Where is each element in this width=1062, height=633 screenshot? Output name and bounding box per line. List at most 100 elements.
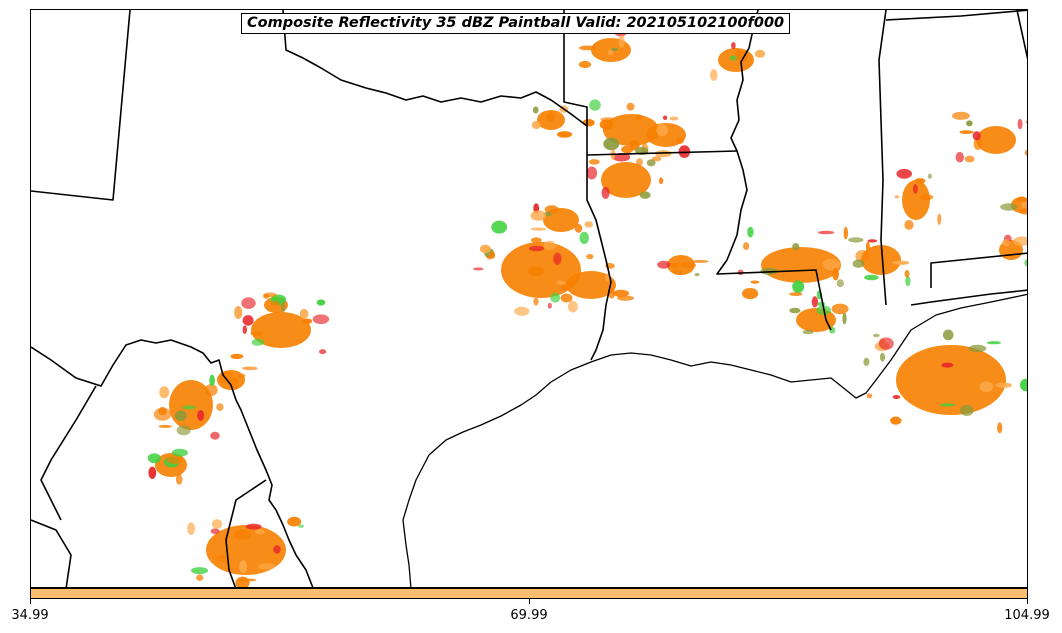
map-panel[interactable]: [30, 9, 1028, 588]
reflectivity-speck: [567, 300, 579, 313]
reflectivity-speck: [656, 124, 668, 137]
map-title: Composite Reflectivity 35 dBZ Paintball …: [241, 13, 791, 34]
reflectivity-speck: [789, 292, 803, 296]
reflectivity-speck: [578, 45, 597, 51]
reflectivity-speck: [811, 296, 819, 308]
boundary-line: [930, 252, 1027, 288]
reflectivity-speck: [273, 545, 281, 554]
boundary-line: [225, 479, 267, 587]
reflectivity-speck: [489, 251, 496, 259]
reflectivity-speck: [578, 60, 592, 69]
reflectivity-speck: [531, 120, 541, 130]
reflectivity-speck: [919, 194, 934, 201]
reflectivity-speck: [608, 288, 616, 299]
reflectivity-speck: [299, 308, 309, 319]
reflectivity-speck: [556, 131, 573, 138]
reflectivity-speck: [550, 292, 561, 303]
reflectivity-speck: [1021, 201, 1027, 209]
reflectivity-speck: [1000, 203, 1018, 211]
reflectivity-speck: [233, 529, 252, 540]
reflectivity-speck: [239, 560, 248, 574]
reflectivity-speck: [676, 137, 684, 144]
reflectivity-speck: [966, 120, 973, 127]
reflectivity-speck: [238, 578, 257, 582]
reflectivity-speck: [832, 267, 839, 281]
reflectivity-speck: [731, 42, 736, 50]
colorbar: [30, 588, 1028, 599]
reflectivity-speck: [215, 554, 228, 563]
reflectivity-cell: [902, 180, 930, 220]
reflectivity-speck: [662, 115, 668, 121]
reflectivity-cell: [566, 271, 616, 299]
reflectivity-speck: [473, 267, 484, 271]
colorbar-tick-label-min: 34.99: [11, 608, 49, 623]
reflectivity-speck: [210, 431, 220, 440]
reflectivity-speck: [892, 260, 910, 265]
reflectivity-speck: [1024, 149, 1027, 157]
reflectivity-speck: [196, 574, 204, 581]
reflectivity-speck: [235, 576, 250, 587]
reflectivity-speck: [651, 156, 662, 162]
reflectivity-speck: [599, 119, 614, 130]
reflectivity-speck: [1017, 118, 1023, 130]
reflectivity-speck: [245, 523, 262, 530]
reflectivity-speck: [742, 288, 759, 300]
reflectivity-speck: [589, 99, 601, 111]
reflectivity-speck: [955, 151, 964, 163]
reflectivity-speck: [586, 253, 594, 260]
reflectivity-speck: [817, 230, 835, 235]
reflectivity-speck: [636, 158, 643, 167]
gulf-coastline: [402, 293, 1027, 587]
reflectivity-speck: [842, 312, 847, 325]
reflectivity-speck: [843, 226, 848, 240]
reflectivity-speck: [166, 455, 183, 464]
colorbar-tick: [30, 599, 31, 604]
reflectivity-speck: [287, 516, 302, 527]
reflectivity-speck: [209, 374, 215, 386]
state-boundaries: [31, 10, 1027, 587]
reflectivity-speck: [560, 293, 573, 303]
reflectivity-speck: [792, 243, 800, 251]
reflectivity-speck: [607, 49, 614, 55]
boundary-line: [1016, 10, 1027, 60]
reflectivity-speck: [298, 524, 304, 528]
reflectivity-speck: [533, 297, 539, 306]
boundary-line: [885, 10, 1027, 21]
reflectivity-speck: [263, 292, 277, 298]
reflectivity-speck: [914, 178, 926, 184]
reflectivity-cell: [646, 123, 686, 147]
reflectivity-speck: [658, 177, 664, 185]
reflectivity-speck: [864, 274, 879, 281]
reflectivity-speck: [159, 386, 170, 399]
reflectivity-cell: [603, 114, 659, 146]
reflectivity-speck: [546, 112, 556, 122]
reflectivity-speck: [148, 466, 157, 479]
reflectivity-speck: [747, 226, 754, 238]
colorbar-tick: [529, 599, 530, 604]
reflectivity-speck: [171, 448, 188, 457]
reflectivity-speck: [241, 297, 256, 309]
reflectivity-speck: [529, 245, 545, 252]
reflectivity-speck: [973, 137, 982, 150]
reflectivity-speck: [547, 302, 552, 309]
reflectivity-speck: [848, 237, 864, 243]
coastline: [402, 293, 1027, 587]
reflectivity-speck: [979, 381, 994, 393]
reflectivity-speck: [197, 410, 205, 421]
reflectivity-speck: [158, 424, 172, 428]
reflectivity-speck: [242, 325, 247, 335]
reflectivity-speck: [896, 168, 912, 179]
reflectivity-speck: [1020, 378, 1027, 392]
reflectivity-speck: [174, 410, 187, 422]
reflectivity-speck: [612, 289, 630, 297]
reflectivity-speck: [904, 219, 914, 230]
reflectivity-speck: [626, 102, 635, 111]
reflectivity-speck: [584, 221, 593, 228]
reflectivity-speck: [491, 220, 508, 234]
reflectivity-speck: [514, 306, 530, 316]
reflectivity-speck: [543, 240, 556, 251]
reflectivity-speck: [878, 337, 894, 350]
reflectivity-speck: [959, 130, 974, 134]
reflectivity-speck: [191, 567, 208, 575]
reflectivity-speck: [743, 242, 750, 251]
